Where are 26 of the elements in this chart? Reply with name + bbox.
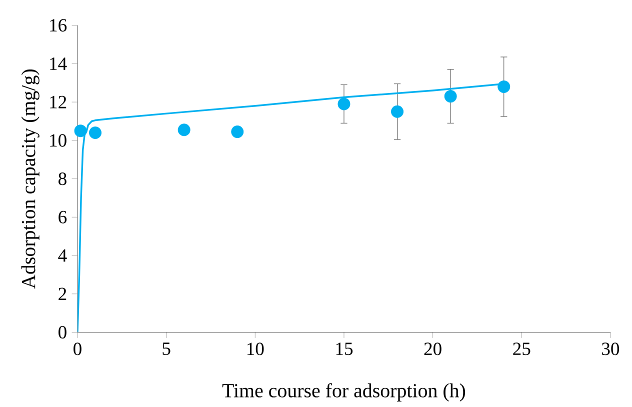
x-tick-label: 30	[602, 342, 620, 356]
y-tick-label: 14	[50, 57, 67, 70]
y-axis-title: Adsorption capacity (mg/g)	[21, 69, 40, 289]
y-tick-label: 12	[50, 96, 66, 108]
x-tick-label: 15	[336, 342, 353, 356]
point	[498, 80, 510, 93]
y-tick-label: 2	[58, 288, 66, 300]
x-axis-title: Time course for adsorption (h)	[222, 383, 466, 402]
x-tick-label: 20	[424, 342, 442, 356]
point	[74, 124, 87, 138]
point	[231, 125, 244, 138]
point	[178, 124, 190, 136]
y-tick-label: 4	[58, 249, 67, 262]
y-tick-label: 8	[58, 172, 66, 186]
y-tick-label: 16	[50, 19, 67, 32]
y-tick-label: 10	[50, 134, 66, 147]
x-tick-label: 10	[247, 342, 264, 356]
point	[338, 98, 350, 110]
x-tick-label: 25	[513, 342, 530, 356]
point	[391, 105, 404, 118]
point	[89, 126, 102, 139]
x-tick-label: 5	[162, 342, 170, 355]
point	[444, 90, 457, 102]
y-tick-label: 0	[58, 326, 66, 338]
y-tick-label: 6	[58, 210, 67, 224]
x-tick-label: 0	[74, 342, 82, 356]
